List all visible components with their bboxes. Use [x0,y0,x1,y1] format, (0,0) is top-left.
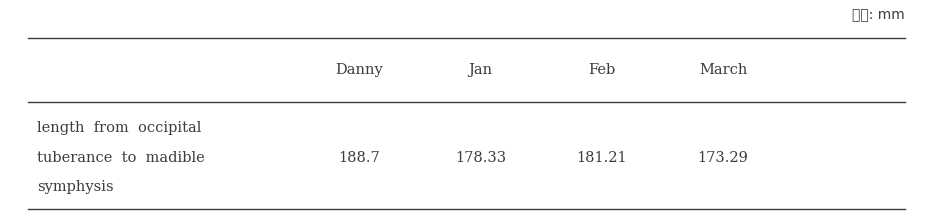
Text: 173.29: 173.29 [698,151,748,165]
Text: March: March [699,63,747,77]
Text: Feb: Feb [588,63,616,77]
Text: 181.21: 181.21 [577,151,627,165]
Text: Jan: Jan [468,63,493,77]
Text: 188.7: 188.7 [339,151,380,165]
Text: symphysis: symphysis [37,180,114,194]
Text: tuberance  to  madible: tuberance to madible [37,151,205,165]
Text: 178.33: 178.33 [455,151,506,165]
Text: length  from  occipital: length from occipital [37,121,202,135]
Text: 단위: mm: 단위: mm [852,9,905,23]
Text: Danny: Danny [335,63,383,77]
